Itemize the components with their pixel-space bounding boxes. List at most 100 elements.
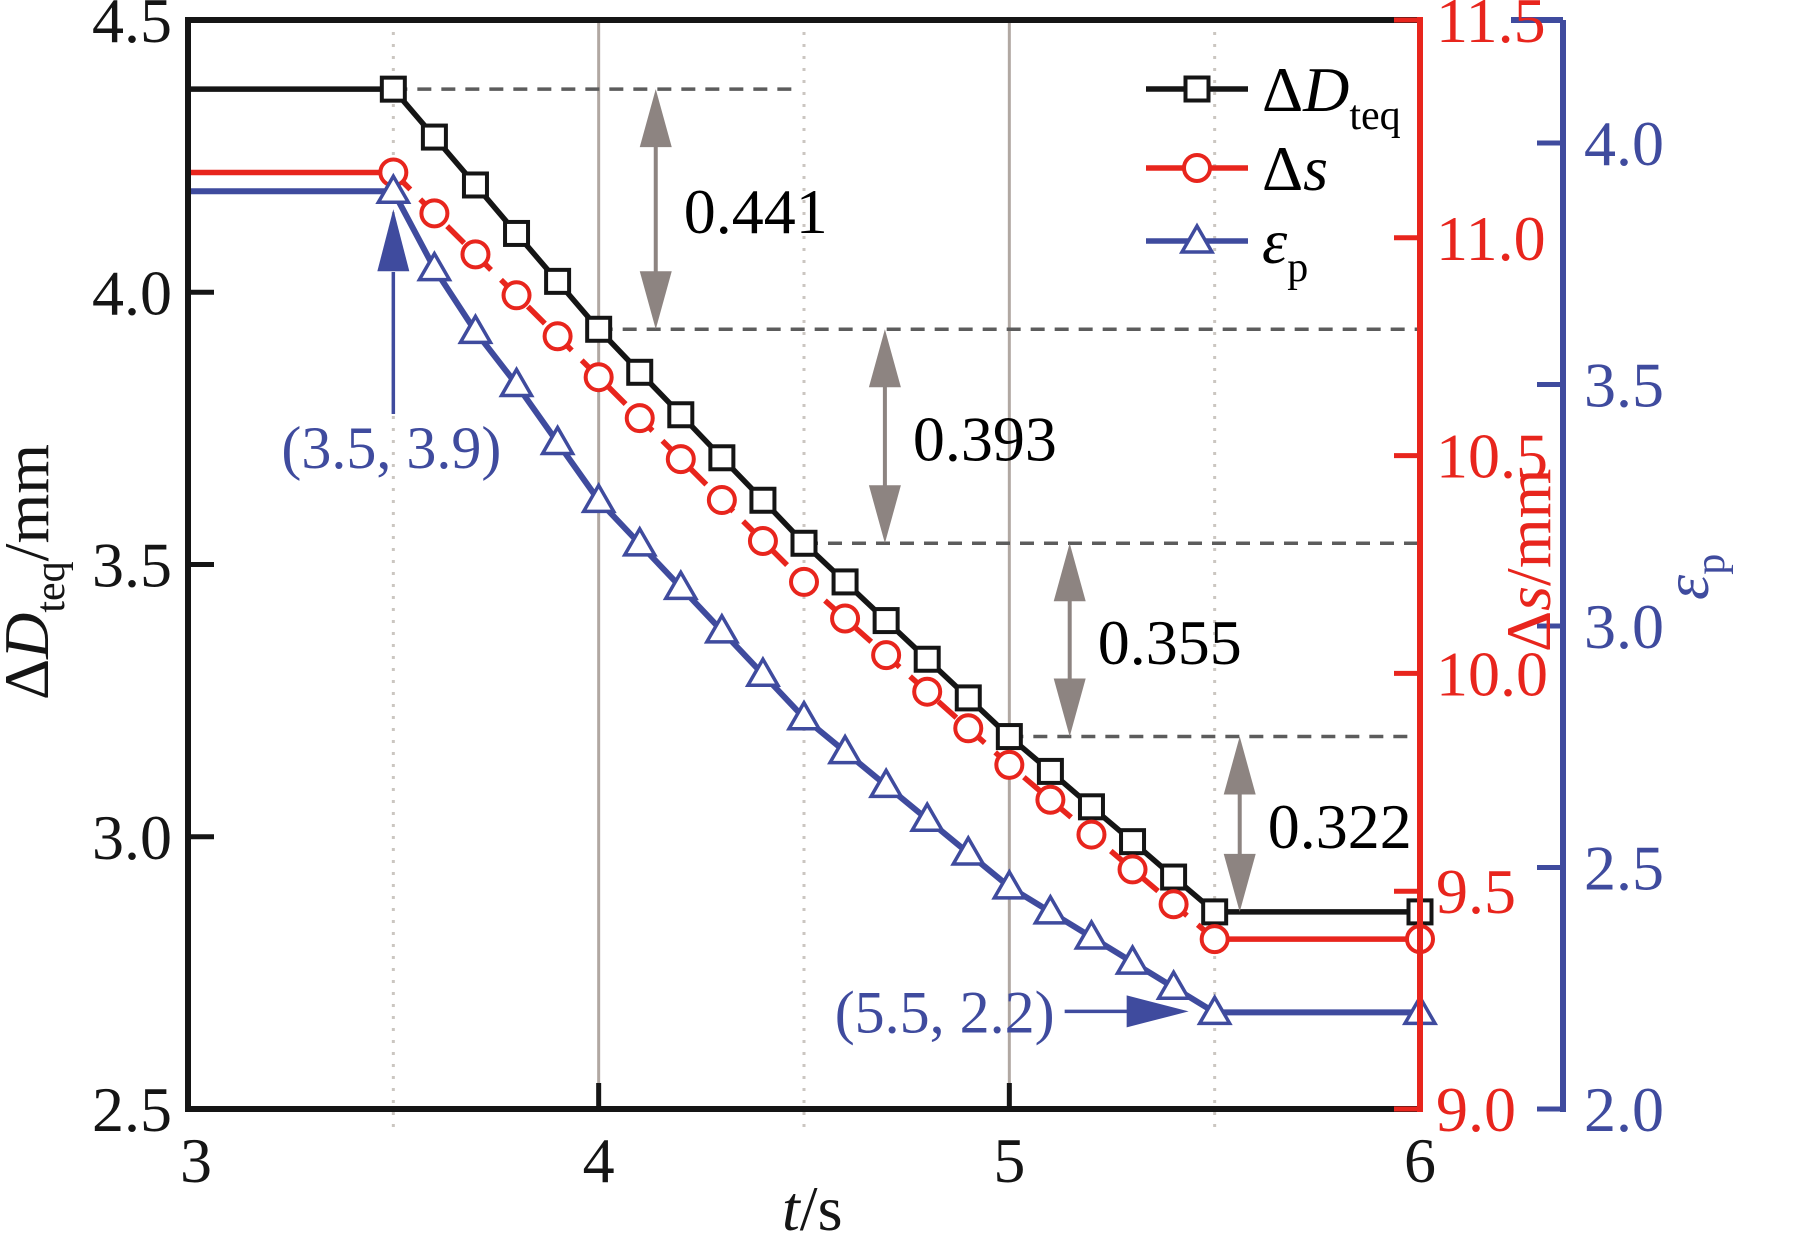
square-marker (461, 171, 489, 199)
circle-marker (419, 198, 450, 229)
left-tick-label: 3.5 (92, 530, 172, 601)
triangle-marker (703, 612, 740, 644)
square-marker (1077, 793, 1105, 821)
circle-marker (624, 403, 655, 434)
square-marker (379, 75, 407, 103)
circle-marker (953, 713, 984, 744)
blue-tick-label: 3.5 (1584, 350, 1664, 421)
point-label: (3.5, 3.9) (281, 415, 501, 481)
gap-arrow-0.355 (1053, 543, 1086, 737)
circle-marker (1035, 784, 1066, 815)
x-axis-title: t/s (782, 1173, 842, 1244)
triangle-marker (827, 733, 864, 765)
arrow-down-icon (1223, 853, 1256, 912)
legend-label: ΔDteq (1262, 54, 1401, 139)
legend-circle-icon (1182, 153, 1212, 183)
square-marker (1201, 898, 1229, 926)
square-marker (749, 486, 777, 514)
arrow-up-icon (868, 329, 901, 388)
square-marker (954, 684, 982, 712)
legend-item-delta-s: Δs (1262, 133, 1328, 204)
triangle-marker (498, 365, 535, 398)
triangle-marker (375, 172, 412, 205)
square-marker (585, 315, 613, 343)
triangle-marker (457, 312, 494, 345)
left-tick-label: 4.5 (92, 0, 172, 56)
circle-marker (665, 444, 696, 475)
left-tick-label: 2.5 (92, 1074, 172, 1145)
square-marker (995, 723, 1023, 751)
red-tick-label: 10.5 (1436, 421, 1548, 492)
square-marker (503, 219, 531, 247)
point-annotation-0 (377, 209, 410, 272)
gap-arrow-0.393 (868, 329, 901, 544)
circle-marker (871, 640, 902, 671)
left-tick-label: 3.0 (92, 802, 172, 873)
left-axis-title: ΔDteq/mm (0, 444, 74, 700)
circle-marker (789, 566, 819, 597)
blue-tick-label: 2.5 (1584, 833, 1664, 904)
circle-marker (1158, 889, 1189, 920)
circle-marker (830, 603, 861, 634)
triangle-marker (662, 568, 699, 601)
blue-tick-label: 3.0 (1584, 591, 1664, 662)
left-tick-label: 4.0 (92, 257, 172, 328)
triangle-marker (1155, 968, 1192, 1001)
arrow-up-icon (377, 209, 410, 272)
square-marker (626, 358, 654, 386)
x-tick-label: 4 (583, 1125, 615, 1196)
arrow-up-icon (1223, 736, 1256, 795)
circle-marker (1117, 854, 1148, 885)
circle-marker (912, 676, 943, 707)
blue-tick-label: 2.0 (1584, 1074, 1664, 1145)
triangle-marker (909, 800, 946, 832)
circle-marker (706, 485, 737, 516)
triangle-marker (1032, 893, 1069, 925)
triangle-marker (416, 250, 453, 282)
red-tick-label: 9.5 (1436, 856, 1516, 927)
circle-marker (994, 749, 1025, 780)
triangle-marker (744, 655, 781, 688)
red-tick-label: 10.0 (1436, 638, 1548, 709)
circle-marker (501, 280, 532, 311)
square-marker (872, 607, 900, 635)
triangle-marker (621, 525, 658, 557)
arrow-down-icon (639, 271, 672, 330)
x-tick-label: 6 (1404, 1125, 1436, 1196)
red-tick-label: 9.0 (1436, 1074, 1516, 1145)
red-tick-label: 11.5 (1436, 0, 1546, 56)
gap-arrow-0.322 (1223, 736, 1256, 912)
arrow-down-icon (868, 485, 901, 544)
arrow-down-icon (1053, 678, 1086, 737)
square-marker (1160, 863, 1188, 891)
legend-triangle-icon (1178, 222, 1216, 254)
gap-value-label: 0.393 (913, 403, 1057, 474)
circle-marker (1199, 924, 1230, 955)
triangle-marker (868, 766, 905, 799)
circle-marker (583, 362, 614, 393)
gap-arrow-0.441 (639, 89, 672, 330)
square-marker (1036, 757, 1064, 785)
gap-value-label: 0.441 (684, 176, 828, 247)
legend-square-icon (1183, 75, 1211, 103)
arrow-up-icon (639, 89, 672, 148)
blue-tick-label: 4.0 (1584, 108, 1664, 179)
point-label: (5.5, 2.2) (835, 979, 1055, 1045)
legend-label: Δs (1262, 133, 1328, 204)
blue-axis-title: εp (1651, 554, 1734, 600)
square-marker (1119, 828, 1147, 856)
square-marker (708, 444, 736, 472)
circle-marker (542, 321, 573, 352)
triangle-marker (1114, 943, 1151, 975)
gap-value-label: 0.322 (1268, 791, 1412, 862)
square-marker (420, 123, 448, 151)
triangle-marker (539, 423, 576, 456)
triangle-marker (991, 868, 1028, 900)
circle-marker (747, 525, 778, 556)
circle-marker (460, 239, 491, 270)
circle-marker (1076, 819, 1107, 850)
x-tick-label: 3 (180, 1125, 212, 1196)
triangle-marker (950, 834, 987, 866)
